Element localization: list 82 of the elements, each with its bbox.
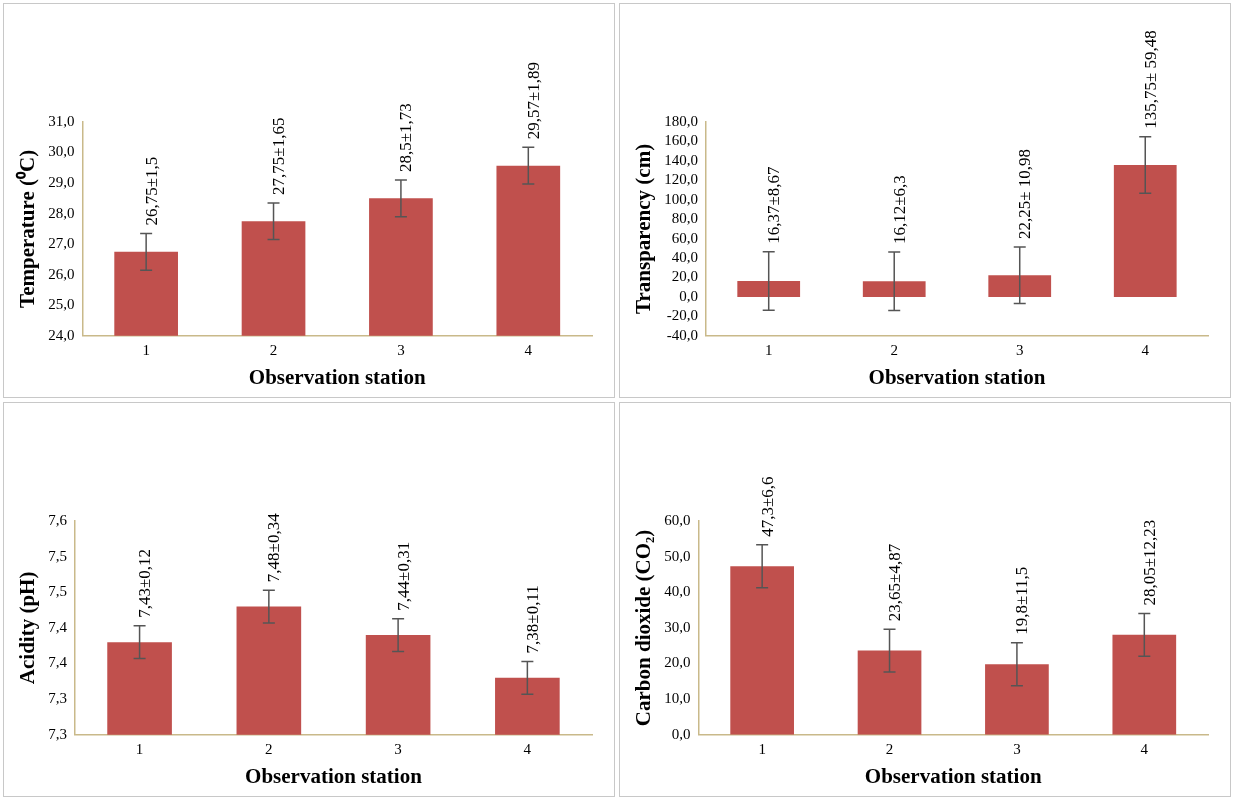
data-label: 47,3±6,6 [757, 476, 777, 537]
x-tick-label: 4 [1141, 341, 1150, 358]
y-tick-label: 60,0 [664, 511, 691, 528]
y-tick-label: 50,0 [664, 547, 691, 564]
data-label: 29,57±1,89 [523, 62, 543, 140]
y-tick-label: 7,6 [48, 511, 68, 528]
x-tick-label: 1 [135, 740, 144, 757]
x-axis-title: Observation station [248, 364, 426, 389]
y-tick-label: 20,0 [671, 268, 698, 285]
data-label: 7,48±0,34 [264, 512, 284, 583]
y-tick-label: 29,0 [48, 174, 75, 191]
y-tick-label: 40,0 [671, 248, 698, 265]
y-tick-label: 140,0 [664, 151, 698, 168]
x-tick-label: 4 [524, 341, 533, 358]
y-tick-label: 120,0 [664, 171, 698, 188]
y-tick-label: 80,0 [671, 210, 698, 227]
data-label: 16,37±8,67 [764, 166, 784, 244]
y-tick-label: 30,0 [48, 143, 75, 160]
x-tick-label: 3 [397, 341, 405, 358]
y-tick-label: 180,0 [664, 112, 698, 129]
y-tick-label: 28,0 [48, 204, 75, 221]
y-tick-label: 0,0 [671, 725, 691, 742]
y-tick-label: 40,0 [664, 583, 691, 600]
y-axis-title: Temperature (⁰C) [15, 149, 40, 308]
data-label: 16,12±6,3 [889, 175, 909, 245]
data-label: 28,05±12,23 [1139, 519, 1159, 606]
y-tick-label: 0,0 [679, 287, 698, 304]
x-tick-label: 3 [394, 740, 402, 757]
y-tick-label: 7,3 [48, 725, 67, 742]
x-tick-label: 3 [1013, 740, 1021, 757]
bar [857, 650, 922, 735]
y-tick-label: 26,0 [48, 265, 75, 282]
data-label: 135,75± 59,48 [1140, 30, 1160, 129]
x-axis-title: Observation station [868, 364, 1046, 389]
y-axis-title: Carbon dioxide (CO₂) [631, 529, 656, 727]
y-axis-title: Acidity (pH) [15, 571, 40, 685]
y-tick-label: 7,4 [48, 618, 68, 635]
x-tick-label: 3 [1015, 341, 1024, 358]
bar [730, 566, 794, 735]
y-tick-label: 60,0 [671, 229, 698, 246]
bar [985, 664, 1049, 735]
y-tick-label: 100,0 [664, 190, 698, 207]
y-tick-label: 25,0 [48, 296, 75, 313]
x-tick-label: 1 [764, 341, 773, 358]
y-tick-label: 30,0 [664, 618, 691, 635]
y-tick-label: 7,3 [48, 690, 67, 707]
data-label: 28,5±1,73 [396, 103, 416, 173]
y-tick-label: 31,0 [48, 112, 75, 129]
data-label: 19,8±11,5 [1012, 566, 1032, 635]
data-label: 27,75±1,65 [269, 117, 288, 195]
x-axis-title: Observation station [245, 763, 423, 788]
data-label: 7,44±0,31 [393, 541, 413, 611]
x-tick-label: 2 [265, 740, 273, 757]
data-label: 26,75±1,5 [141, 156, 161, 226]
data-label: 23,65±4,87 [885, 543, 904, 622]
y-tick-label: -40,0 [666, 326, 698, 343]
x-tick-label: 4 [1140, 740, 1149, 757]
y-tick-label: 7,4 [48, 654, 68, 671]
bar [988, 275, 1052, 297]
y-tick-label: 20,0 [664, 654, 691, 671]
x-axis-title: Observation station [864, 763, 1042, 788]
x-tick-label: 4 [523, 740, 532, 757]
y-tick-label: -20,0 [666, 307, 698, 324]
bar [1112, 634, 1177, 735]
bar [1113, 165, 1177, 297]
y-tick-label: 7,5 [48, 583, 67, 600]
x-tick-label: 1 [758, 740, 766, 757]
data-label: 7,43±0,12 [135, 548, 155, 618]
y-tick-label: 10,0 [664, 690, 691, 707]
data-label: 22,25± 10,98 [1015, 149, 1035, 240]
x-tick-label: 2 [885, 740, 894, 757]
bar [862, 281, 926, 297]
y-tick-label: 24,0 [48, 326, 75, 343]
x-tick-label: 2 [890, 341, 898, 358]
bar [737, 281, 801, 297]
x-tick-label: 1 [142, 341, 150, 358]
x-tick-label: 2 [269, 341, 278, 358]
y-axis-title: Transparency (cm) [631, 143, 656, 314]
y-tick-label: 160,0 [664, 132, 698, 149]
y-tick-label: 27,0 [48, 235, 75, 252]
y-tick-label: 7,5 [48, 547, 67, 564]
data-label: 7,38±0,11 [522, 585, 542, 654]
